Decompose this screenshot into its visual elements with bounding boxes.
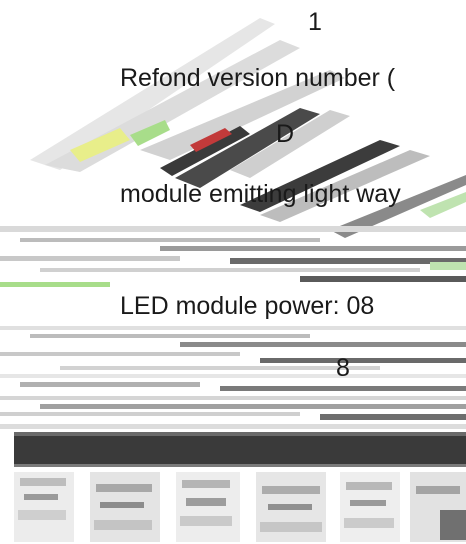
feather-stripe <box>140 70 345 160</box>
glitch-streak <box>20 238 320 242</box>
glitch-streak <box>230 258 466 264</box>
grid-fragment <box>20 478 66 486</box>
glitch-streak <box>260 358 466 363</box>
glitch-streak <box>300 276 466 282</box>
glitch-streak <box>320 414 466 420</box>
grid-fragment <box>24 494 58 500</box>
grid-fragment <box>268 504 312 510</box>
dark-band-streak <box>14 432 466 436</box>
feather-stripe <box>260 150 430 222</box>
glitch-streak <box>430 262 466 270</box>
glitch-streak <box>60 366 380 370</box>
glitch-streak <box>0 256 180 261</box>
grid-fragment <box>416 486 460 494</box>
feather-stripe <box>420 192 466 218</box>
grid-fragment <box>180 516 232 526</box>
grid-fragment <box>346 482 392 490</box>
glitch-streak <box>0 424 466 429</box>
grid-fragment <box>262 486 320 494</box>
version-number-label: Refond version number ( <box>120 64 396 92</box>
feather-stripe <box>160 126 250 176</box>
glitch-streak <box>30 334 310 338</box>
feather-stripe <box>330 175 466 238</box>
glitch-streak <box>0 412 300 416</box>
glitch-streak <box>220 386 466 391</box>
grid-fragment <box>94 520 152 530</box>
feather-stripe <box>230 110 350 178</box>
feather-stripe <box>70 128 130 162</box>
power-digit: 8 <box>336 354 350 382</box>
grid-fragment <box>18 510 66 520</box>
grid-fragment <box>96 484 152 492</box>
feather-stripe <box>240 140 400 212</box>
module-power-label: LED module power: 08 <box>120 292 375 320</box>
glitch-streak <box>0 396 466 400</box>
glitch-streak <box>0 282 110 287</box>
top-number: 1 <box>308 8 322 36</box>
glitch-streak <box>0 226 466 232</box>
grid-fragment <box>440 510 466 540</box>
dark-band <box>14 436 466 464</box>
glitch-streak <box>20 382 200 387</box>
feather-stripe <box>190 128 232 152</box>
glitch-streak <box>0 374 466 378</box>
grid-fragment <box>100 502 144 508</box>
glitch-streak <box>40 404 466 409</box>
grid-fragment <box>260 522 322 532</box>
feather-stripe <box>130 120 170 146</box>
glitch-streak <box>0 326 466 330</box>
emitting-way-label: module emitting light way <box>120 180 401 208</box>
glitch-streak <box>160 246 466 251</box>
grid-fragment <box>350 500 386 506</box>
glitch-streak <box>40 268 420 272</box>
grid-fragment <box>344 518 394 528</box>
glitch-streak <box>180 342 466 347</box>
glitch-streak <box>0 352 240 356</box>
feather-stripe <box>175 108 320 188</box>
grid-fragment <box>186 498 226 506</box>
version-letter: D <box>276 120 295 148</box>
grid-fragment <box>182 480 230 488</box>
dark-band-streak <box>14 464 466 467</box>
feather-stripe <box>30 18 275 170</box>
